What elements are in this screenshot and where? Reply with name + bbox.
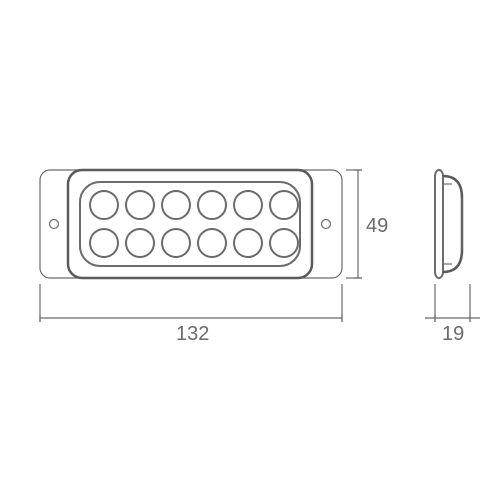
dimension-depth-value: 19: [442, 323, 464, 345]
side-body-profile: [443, 176, 462, 272]
led-icon: [234, 229, 262, 257]
mount-hole-left-icon: [50, 220, 59, 229]
led-icon: [126, 191, 154, 219]
dimension-depth: 19: [425, 284, 480, 345]
led-icon: [126, 229, 154, 257]
led-icon: [270, 229, 298, 257]
dimension-width-value: 132: [176, 323, 209, 345]
side-back-plate: [435, 170, 443, 278]
led-icon: [162, 191, 190, 219]
mount-hole-right-icon: [322, 220, 331, 229]
led-icon: [198, 229, 226, 257]
led-array: [90, 191, 298, 257]
dimension-height: 49: [346, 170, 388, 278]
side-view: [435, 170, 462, 278]
dimension-width: 132: [40, 284, 342, 345]
drawing-canvas: 132 49 19: [0, 0, 500, 500]
led-icon: [198, 191, 226, 219]
led-icon: [234, 191, 262, 219]
front-view: [40, 170, 342, 278]
led-icon: [90, 229, 118, 257]
led-icon: [270, 191, 298, 219]
led-icon: [162, 229, 190, 257]
front-body: [68, 170, 312, 278]
front-outer-flange: [40, 170, 342, 278]
dimension-height-value: 49: [366, 215, 388, 237]
led-icon: [90, 191, 118, 219]
